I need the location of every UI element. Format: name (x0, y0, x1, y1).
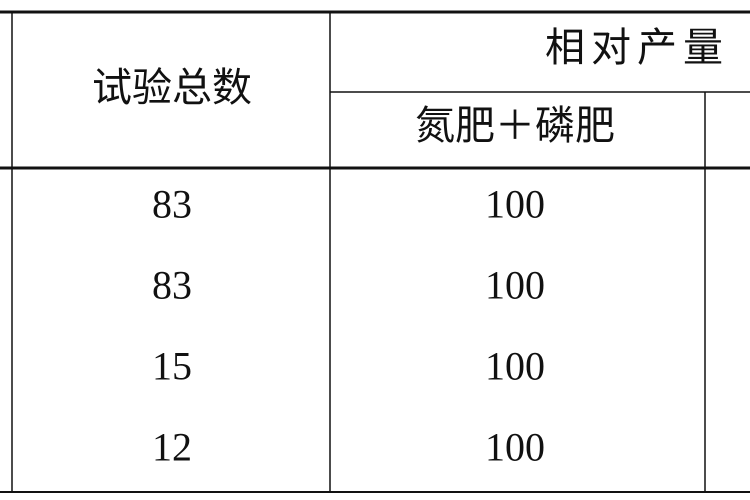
header-cell: 相对产量 (545, 25, 729, 70)
table-cell: 83 (152, 263, 192, 308)
table-cell: 100 (485, 182, 545, 227)
table-body: 83 100 83 100 15 100 12 100 (152, 182, 545, 470)
table-cell: 15 (152, 344, 192, 389)
table-cell: 12 (152, 425, 192, 470)
table-cell: 83 (152, 182, 192, 227)
table-cell: 100 (485, 425, 545, 470)
table-cell: 100 (485, 263, 545, 308)
header-cell: 氮肥＋磷肥 (415, 103, 615, 148)
header-cell: 试验总数 (92, 65, 252, 110)
table-cell: 100 (485, 344, 545, 389)
